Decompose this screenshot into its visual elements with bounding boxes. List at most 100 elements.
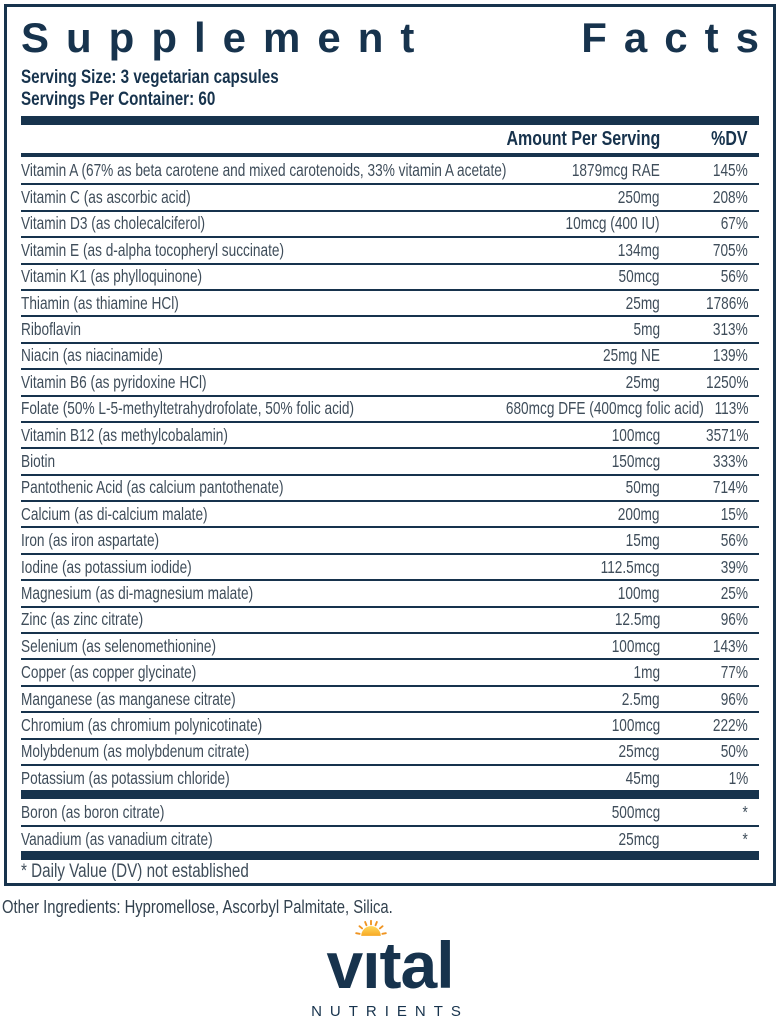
nutrient-amount: 25mcg	[619, 741, 660, 762]
nutrient-name: Copper (as copper glycinate)	[21, 662, 197, 683]
nutrient-amount: 150mcg	[611, 450, 660, 471]
nutrient-name: Iodine (as potassium iodide)	[21, 556, 192, 577]
logo-subtitle: NUTRIENTS	[311, 1003, 469, 1020]
nutrient-row: Chromium (as chromium polynicotinate) 100…	[21, 711, 759, 737]
nutrient-name: Calcium (as di-calcium malate)	[21, 503, 208, 524]
nutrient-name: Vitamin E (as d-alpha tocopheryl succina…	[21, 239, 285, 260]
nutrient-amount: 10mcg (400 IU)	[565, 213, 660, 234]
nutrient-amount: 50mcg	[619, 266, 660, 287]
divider-thick-bottom	[21, 851, 759, 861]
nutrient-amount: 1879mcg RAE	[571, 159, 660, 180]
nutrient-dv: 705%	[713, 239, 748, 260]
nutrient-name: Thiamin (as thiamine HCl)	[21, 292, 179, 313]
nutrient-amount: 25mg NE	[603, 345, 660, 366]
nutrient-row: Copper (as copper glycinate) 1mg 77%	[21, 658, 759, 684]
nutrient-dv: 25%	[720, 582, 748, 603]
nutrient-amount: 12.5mg	[614, 609, 660, 630]
nutrient-row: Biotin 150mcg 333%	[21, 447, 759, 473]
nutrient-amount: 25mcg	[619, 828, 660, 849]
nutrient-dv: 56%	[720, 266, 748, 287]
nutrient-dv: 208%	[713, 187, 748, 208]
daily-value-footnote: * Daily Value (DV) not established	[21, 860, 249, 882]
nutrient-dv: 15%	[720, 503, 748, 524]
header-percent-dv: %DV	[711, 127, 748, 150]
nutrient-name: Vitamin A (67% as beta carotene and mixe…	[21, 159, 507, 180]
nutrient-dv: 96%	[720, 688, 748, 709]
nutrient-amount: 200mg	[618, 503, 660, 524]
other-ingredients-line: Other Ingredients: Hypromellose, Ascorby…	[2, 896, 393, 917]
nutrient-name: Vitamin B12 (as methylcobalamin)	[21, 424, 228, 445]
nutrient-dv: 77%	[720, 662, 748, 683]
nutrient-amount: 5mg	[633, 319, 660, 340]
nutrient-row: Riboflavin 5mg 313%	[21, 315, 759, 341]
nutrient-amount: 134mg	[618, 239, 660, 260]
nutrient-amount: 100mcg	[611, 714, 660, 735]
nutrient-dv: 67%	[720, 213, 748, 234]
nutrient-row: Vitamin D3 (as cholecalciferol) 10mcg (40…	[21, 209, 759, 236]
nutrient-row: Thiamin (as thiamine HCl) 25mg 1786%	[21, 288, 759, 315]
nutrient-amount: 680mcg DFE (400mcg folic acid)	[505, 398, 704, 419]
header-amount-per-serving: Amount Per Serving	[506, 127, 660, 150]
nutrient-dv: 3571%	[705, 424, 748, 445]
nutrient-row: Zinc (as zinc citrate) 12.5mg 96%	[21, 605, 759, 632]
nutrient-row: Vitamin B12 (as methylcobalamin) 100mcg 35…	[21, 420, 759, 447]
nutrient-row: Vanadium (as vanadium citrate) 25mcg *	[21, 825, 759, 851]
nutrient-row: Niacin (as niacinamide) 25mg NE 139%	[21, 341, 759, 368]
nutrient-row: Iodine (as potassium iodide) 112.5mcg 39%	[21, 552, 759, 579]
nutrient-row: Manganese (as manganese citrate) 2.5mg 96%	[21, 684, 759, 711]
nutrient-dv: 39%	[720, 556, 748, 577]
nutrient-amount: 100mcg	[611, 635, 660, 656]
nutrient-name: Vitamin K1 (as phylloquinone)	[21, 266, 203, 287]
nutrient-row: Vitamin E (as d-alpha tocopheryl succina…	[21, 236, 759, 262]
nutrient-amount: 500mcg	[611, 801, 660, 822]
nutrient-row: Selenium (as selenomethionine) 100mcg 143%	[21, 632, 759, 658]
divider-thick-middle	[21, 790, 759, 800]
divider-under-header	[21, 153, 759, 157]
non-dv-nutrient-rows: Boron (as boron citrate) 500mcg * Vanadium …	[21, 799, 759, 851]
nutrient-row: Boron (as boron citrate) 500mcg *	[21, 799, 759, 825]
sun-icon	[355, 919, 387, 936]
nutrient-name: Pantothenic Acid (as calcium pantothenat…	[21, 477, 284, 498]
nutrient-amount: 100mg	[618, 582, 660, 603]
nutrient-row: Calcium (as di-calcium malate) 200mg 15%	[21, 500, 759, 526]
nutrient-amount: 45mg	[625, 767, 660, 788]
nutrient-amount: 25mg	[625, 371, 660, 392]
nutrient-row: Vitamin A (67% as beta carotene and mixe…	[21, 157, 759, 183]
nutrient-dv: 143%	[713, 635, 748, 656]
nutrient-amount: 2.5mg	[622, 688, 660, 709]
nutrient-dv: 56%	[720, 530, 748, 551]
nutrient-name: Zinc (as zinc citrate)	[21, 609, 144, 630]
nutrient-row: Vitamin K1 (as phylloquinone) 50mcg 56%	[21, 262, 759, 289]
nutrient-amount: 15mg	[625, 530, 660, 551]
nutrient-amount: 25mg	[625, 292, 660, 313]
nutrient-row: Molybdenum (as molybdenum citrate) 25mcg 5…	[21, 737, 759, 764]
nutrient-name: Vitamin D3 (as cholecalciferol)	[21, 213, 206, 234]
nutrient-amount: 100mcg	[611, 424, 660, 445]
nutrient-name: Biotin	[21, 450, 56, 471]
nutrient-row: Potassium (as potassium chloride) 45mg 1%	[21, 763, 759, 790]
nutrient-name: Vitamin C (as ascorbic acid)	[21, 187, 191, 208]
nutrient-name: Selenium (as selenomethionine)	[21, 635, 216, 656]
nutrient-row: Iron (as iron aspartate) 15mg 56%	[21, 526, 759, 552]
panel-title-left: Supplement	[21, 14, 432, 61]
nutrient-row: Vitamin C (as ascorbic acid) 250mg 208%	[21, 183, 759, 209]
nutrient-dv: 96%	[720, 609, 748, 630]
nutrient-name: Potassium (as potassium chloride)	[21, 767, 230, 788]
panel-title-right: Facts	[581, 14, 776, 61]
nutrient-dv: 1250%	[705, 371, 748, 392]
nutrient-dv: 113%	[714, 398, 748, 419]
nutrient-row: Folate (50% L-5-methyltetrahydrofolate, …	[21, 394, 759, 421]
divider-thick-top	[21, 116, 759, 125]
nutrient-name: Iron (as iron aspartate)	[21, 530, 160, 551]
nutrient-dv: 313%	[713, 319, 748, 340]
nutrient-amount: 1mg	[633, 662, 660, 683]
nutrient-dv: 139%	[713, 345, 748, 366]
vital-nutrients-logo: vı tal NUTRIENTS	[0, 919, 780, 1020]
serving-size-line: Serving Size: 3 vegetarian capsules	[21, 67, 279, 88]
nutrient-dv: 714%	[713, 477, 748, 498]
nutrient-name: Molybdenum (as molybdenum citrate)	[21, 741, 250, 762]
logo-wordmark: vı tal	[326, 919, 455, 1000]
nutrient-dv: 1786%	[705, 292, 748, 313]
nutrient-name: Folate (50% L-5-methyltetrahydrofolate, …	[21, 398, 355, 419]
